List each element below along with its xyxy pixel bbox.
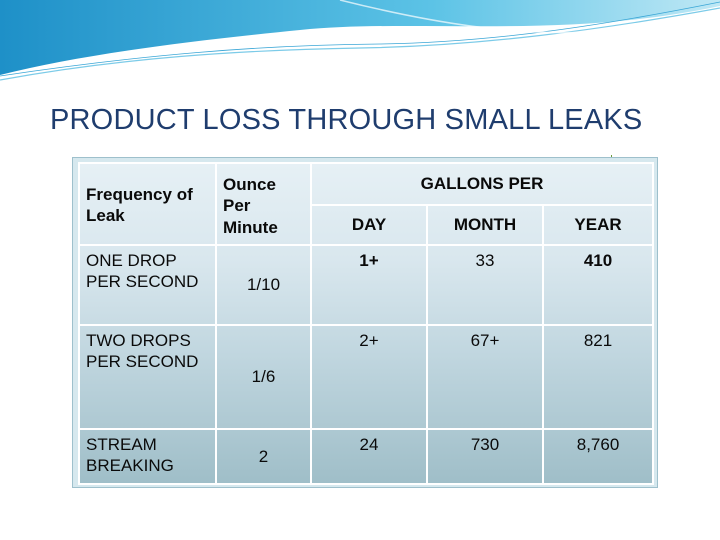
leak-table: Frequency of Leak Ounce Per Minute GALLO… [78,162,655,485]
row-label: STREAM BREAKING [78,428,217,485]
header-ounce-per-minute: Ounce Per Minute [215,162,312,246]
ounce-cell: 1/10 [215,244,312,326]
ounce-cell: 2 [215,428,312,485]
ounce-cell: 1/6 [215,324,312,430]
header-gallons-per: GALLONS PER [309,162,655,206]
year-cell: 821 [541,324,655,430]
day-cell: 2+ [310,324,428,430]
year-cell: 410 [541,244,655,326]
month-cell: 730 [426,428,544,485]
month-cell: 67+ [426,324,544,430]
year-cell: 8,760 [541,428,655,485]
day-cell: 1+ [310,244,428,326]
row-label: ONE DROP PER SECOND [78,244,217,326]
header-day: DAY [310,204,428,246]
table-row: TWO DROPS PER SECOND 1/6 2+ 67+ 821 [78,324,655,430]
table-row: ONE DROP PER SECOND 1/10 1+ 33 410 [78,244,655,326]
table-row: STREAM BREAKING 2 24 730 8,760 [78,428,655,485]
month-cell: 33 [426,244,544,326]
day-cell: 24 [310,428,428,485]
header-frequency: Frequency of Leak [78,162,217,246]
row-label: TWO DROPS PER SECOND [78,324,217,430]
header-swoosh-decoration [0,0,720,81]
slide-title: PRODUCT LOSS THROUGH SMALL LEAKS [50,104,643,136]
header-month: MONTH [426,204,544,246]
header-year: YEAR [541,204,655,246]
leak-table-frame: Frequency of Leak Ounce Per Minute GALLO… [72,157,658,488]
